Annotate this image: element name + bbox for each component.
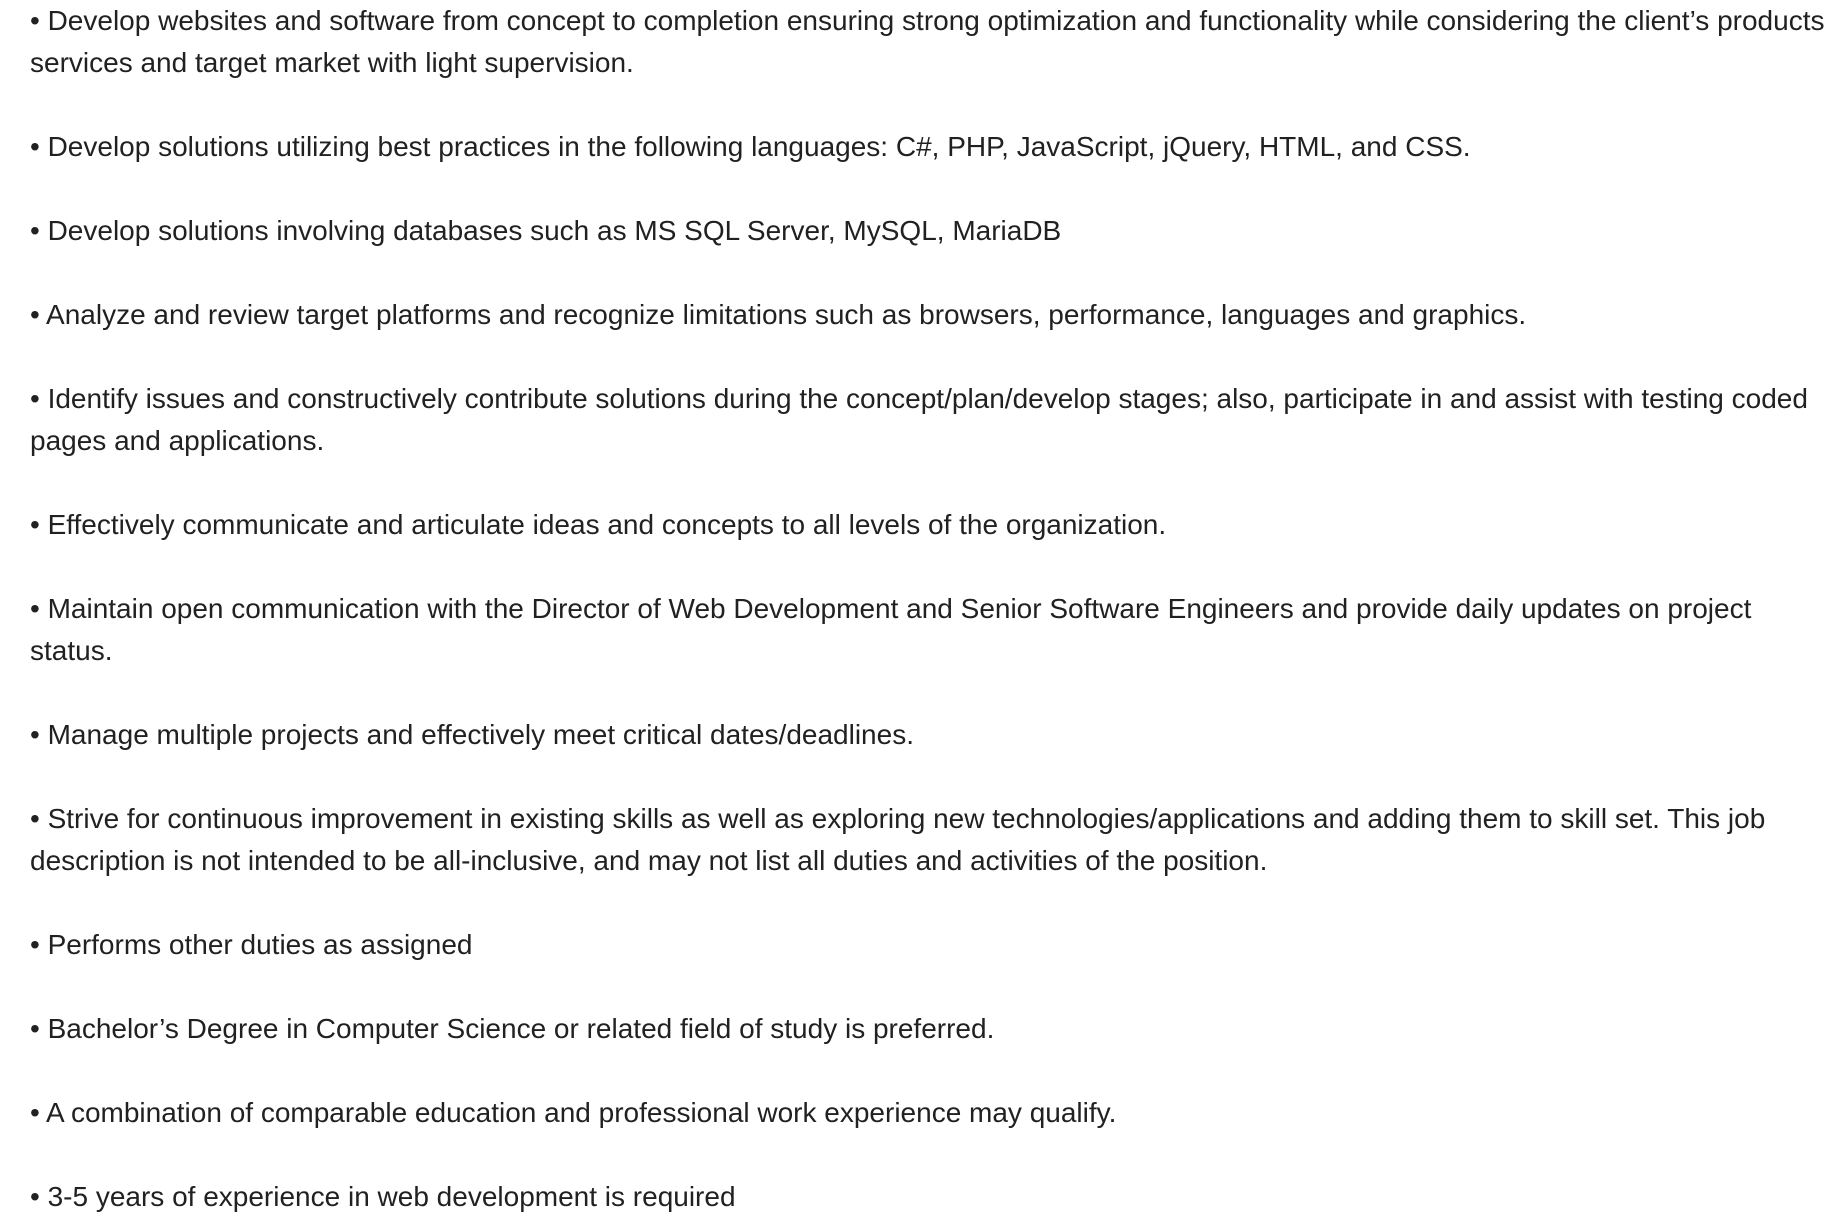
job-description: • Develop websites and software from con…: [30, 0, 1838, 1218]
duty-item: • Performs other duties as assigned: [30, 929, 473, 960]
duty-item: • Strive for continuous improvement in e…: [30, 803, 1766, 876]
duty-item: • Manage multiple projects and effective…: [30, 719, 914, 750]
requirement-item: • 3-5 years of experience in web develop…: [30, 1181, 736, 1212]
duty-item: • Analyze and review target platforms an…: [30, 299, 1527, 330]
duty-item: • Effectively communicate and articulate…: [30, 509, 1167, 540]
requirement-item: • Bachelor’s Degree in Computer Science …: [30, 1013, 995, 1044]
requirement-item: • A combination of comparable education …: [30, 1097, 1117, 1128]
duty-item: • Develop solutions utilizing best pract…: [30, 131, 1471, 162]
duty-item: • Develop solutions involving databases …: [30, 215, 1062, 246]
duty-item: • Identify issues and constructively con…: [30, 383, 1808, 456]
duty-item: • Maintain open communication with the D…: [30, 593, 1752, 666]
duty-item: • Develop websites and software from con…: [30, 5, 1825, 78]
